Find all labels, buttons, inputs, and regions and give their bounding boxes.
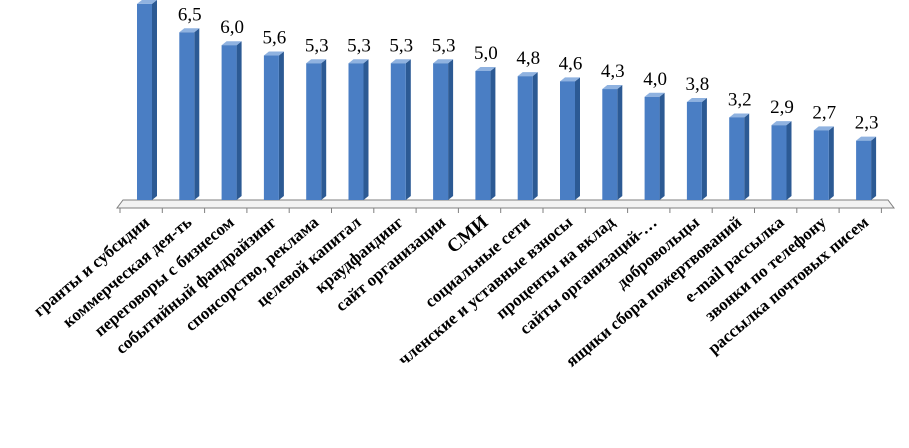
bar (856, 140, 872, 200)
bar-top (263, 51, 284, 56)
bar-side (278, 51, 284, 200)
data-label: 5,3 (389, 35, 413, 56)
bar (137, 3, 152, 201)
bar-side (871, 136, 877, 200)
bar-side (659, 92, 665, 200)
bar-side (490, 67, 496, 200)
data-label: 2,7 (812, 102, 836, 123)
bar (602, 89, 618, 200)
data-label: 5,3 (347, 35, 371, 56)
bar-top (517, 72, 538, 77)
bar-top (602, 85, 623, 90)
bar (348, 63, 364, 201)
bar-top (137, 0, 157, 4)
bar-side (744, 113, 750, 200)
bar-top (179, 28, 200, 33)
bar (644, 96, 660, 200)
bar (221, 45, 237, 201)
bar-side (321, 59, 327, 201)
bar (263, 55, 279, 200)
data-label: 4,6 (559, 53, 583, 74)
data-label: 2,9 (770, 97, 794, 118)
data-label: 4,0 (643, 69, 667, 90)
bar-side (194, 28, 200, 200)
bar-top (221, 41, 242, 46)
data-label: 6,0 (220, 17, 244, 38)
bar (179, 32, 195, 200)
data-label: 2,3 (855, 113, 879, 134)
bar-top (390, 59, 411, 64)
bar-side (701, 97, 707, 200)
bar (771, 125, 787, 200)
bar-top (686, 97, 707, 102)
x-axis-floor (116, 199, 895, 209)
bar (729, 117, 745, 200)
bar (517, 76, 533, 200)
bar-side (236, 41, 242, 201)
bar (306, 63, 322, 201)
data-label: 5,3 (305, 35, 329, 56)
bar-top (771, 121, 792, 126)
bar (390, 63, 406, 201)
bar-top (306, 59, 327, 64)
value-labels: 6,5 6,0 5,6 5,3 5,3 5,3 5,3 5,0 4,8 4,6 4,3 4,0 3,8 3… (178, 4, 879, 133)
bar-side (828, 126, 834, 200)
bar-side (152, 0, 157, 200)
bar (433, 63, 449, 201)
data-label: 5,6 (263, 28, 287, 49)
bar-top (348, 59, 369, 64)
data-label: 4,3 (601, 61, 625, 82)
bar (686, 101, 702, 200)
data-label: 4,8 (516, 48, 540, 69)
chart-floor (116, 199, 895, 213)
chart-bars (137, 0, 877, 201)
bar-side (532, 72, 538, 200)
bar-side (448, 59, 454, 201)
bar-top (475, 67, 496, 71)
data-label: 5,3 (432, 35, 456, 56)
bar-top (729, 113, 750, 118)
bar-side (617, 85, 623, 200)
data-label: 5,0 (474, 43, 498, 64)
bar-side (363, 59, 369, 201)
bar-side (405, 59, 411, 201)
data-label: 3,8 (686, 74, 710, 95)
bar-side (786, 121, 792, 200)
data-label: 3,2 (728, 89, 752, 110)
bar-side (575, 77, 580, 200)
data-label: 6,5 (178, 4, 202, 25)
bar-top (856, 136, 877, 141)
bar (475, 71, 491, 200)
bar (813, 130, 829, 200)
bar-top (813, 126, 834, 131)
bar-top (433, 59, 454, 64)
bar (560, 81, 575, 200)
bar-top (560, 77, 580, 82)
bar-top (644, 92, 665, 97)
